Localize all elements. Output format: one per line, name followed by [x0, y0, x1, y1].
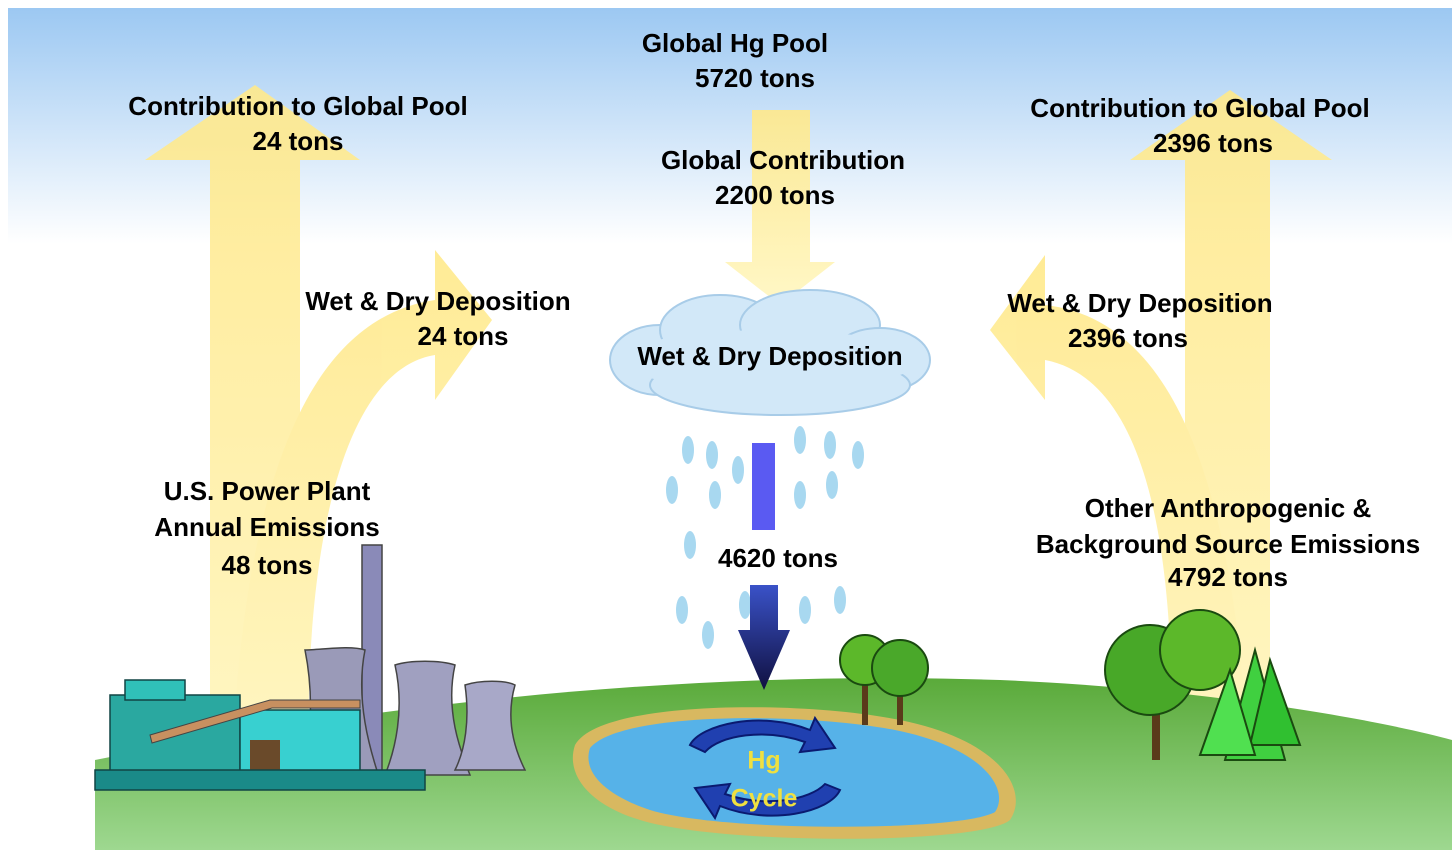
left-source-amount: 48 tons: [221, 550, 312, 580]
cloud-fill: [620, 330, 920, 390]
right-deposition-amount: 2396 tons: [1068, 323, 1188, 353]
left-source-line: U.S. Power Plant: [164, 476, 371, 506]
right-contribution-amount: 2396 tons: [1153, 128, 1273, 158]
power-plant: [94, 544, 527, 791]
right-deposition-title: Wet & Dry Deposition: [1007, 288, 1272, 318]
right-source-line: Background Source Emissions: [1036, 529, 1420, 559]
global-contribution-amount: 2200 tons: [715, 180, 835, 210]
global-pool-title: Global Hg Pool: [642, 28, 828, 58]
cycle-label: Cycle: [731, 785, 798, 813]
deposition-bar: [752, 443, 775, 530]
right-up-arrow: [1130, 90, 1332, 800]
global-pool-amount: 5720 tons: [695, 63, 815, 93]
left-deposition-title: Wet & Dry Deposition: [305, 286, 570, 316]
center-down-arrow: [725, 110, 835, 305]
labels: Global Hg Pool 5720 tons Global Contribu…: [128, 28, 1420, 813]
left-source-line: Annual Emissions: [154, 512, 379, 542]
cycle-label: Hg: [747, 747, 780, 775]
rain: [666, 426, 864, 649]
trees: [839, 609, 1302, 761]
cycle-arrows: [688, 715, 842, 821]
left-deposition-arrow: [230, 250, 492, 800]
left-deposition-amount: 24 tons: [417, 321, 508, 351]
left-contribution-title: Contribution to Global Pool: [128, 91, 467, 121]
deposition-arrow: [738, 585, 790, 690]
left-contribution-amount: 24 tons: [252, 126, 343, 156]
global-contribution-title: Global Contribution: [661, 145, 905, 175]
cloud-label: Wet & Dry Deposition: [637, 341, 902, 371]
right-contribution-title: Contribution to Global Pool: [1030, 93, 1369, 123]
rain-amount: 4620 tons: [718, 543, 838, 573]
left-up-arrow: [145, 85, 360, 800]
right-source-amount: 4792 tons: [1168, 562, 1288, 592]
right-source-line: Other Anthropogenic &: [1085, 493, 1371, 523]
